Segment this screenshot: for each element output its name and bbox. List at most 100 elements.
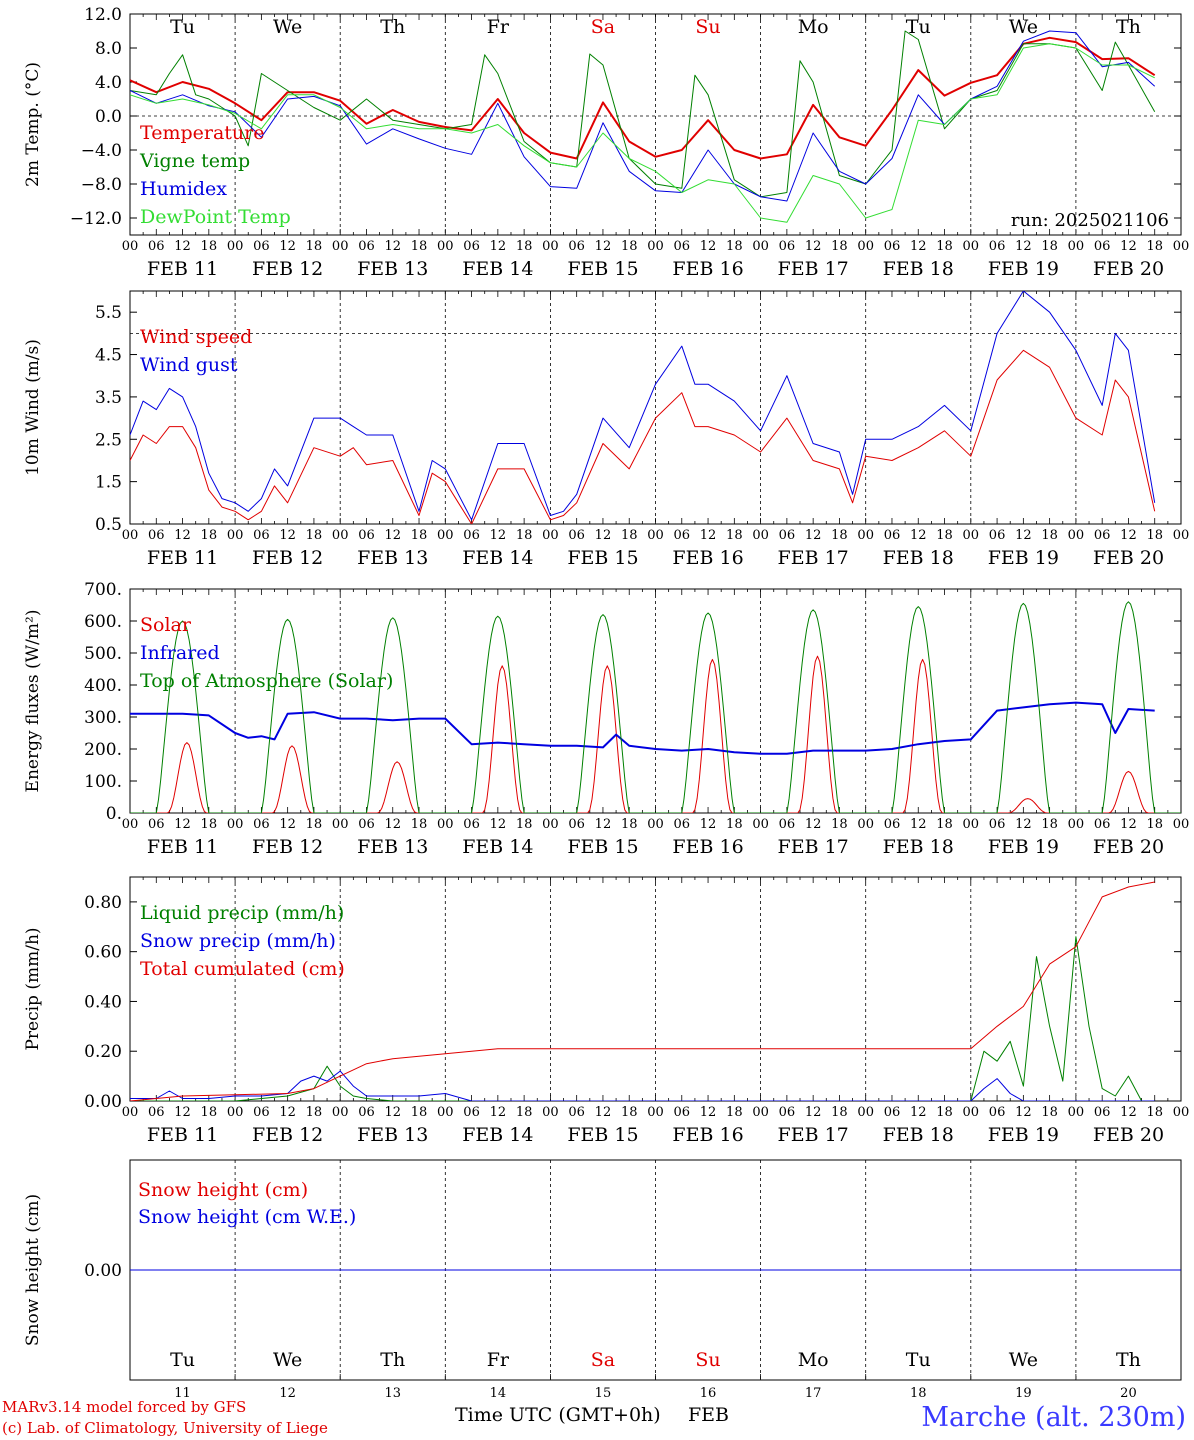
hour-tick-label: 12: [910, 239, 927, 254]
weekday-label: Fr: [487, 1349, 510, 1371]
y-tick-label: 200.: [84, 740, 122, 760]
weekday-label: Su: [695, 16, 720, 38]
legend-entry: Snow precip (mm/h): [140, 930, 336, 952]
hour-tick-label: 06: [674, 528, 691, 543]
legend-entry: Liquid precip (mm/h): [140, 902, 344, 924]
hour-tick-label: 18: [516, 1105, 533, 1120]
series-line-infrared: [130, 701, 1155, 755]
hour-tick-label: 00: [122, 528, 139, 543]
hour-tick-label: 12: [595, 239, 612, 254]
hour-tick-label: 12: [384, 817, 401, 832]
panel-4: 0.00 0.20 0.40 0.60 0.80 Precip (mm/h) Liquid …: [23, 876, 1189, 1146]
y-tick-label: 2.5: [95, 430, 122, 450]
hour-tick-label: 00: [752, 817, 769, 832]
hour-tick-label: 18: [516, 239, 533, 254]
panel-2: 0.5 1.5 2.5 3.5 4.5 5.5 10m Wind (m/s) Wind spe…: [23, 290, 1189, 569]
y-tick-label: 0.0: [95, 107, 122, 127]
hour-tick-label: 18: [726, 1105, 743, 1120]
hour-tick-label: 06: [253, 528, 270, 543]
hour-tick-label: 18: [936, 239, 953, 254]
month-axis-label: FEB: [688, 1404, 730, 1426]
day-number-label: 17: [805, 1386, 822, 1401]
hour-tick-label: 00: [857, 528, 874, 543]
day-number-label: 11: [174, 1386, 191, 1401]
hour-tick-label: 00: [1173, 817, 1190, 832]
hour-tick-label: 06: [148, 1105, 165, 1120]
legend-entry: Infrared: [140, 642, 220, 664]
hour-tick-label: 12: [700, 239, 717, 254]
hour-tick-label: 00: [647, 817, 664, 832]
hour-tick-label: 06: [674, 817, 691, 832]
hour-tick-label: 06: [1094, 239, 1111, 254]
hour-tick-label: 00: [437, 528, 454, 543]
panel-3: 0. 100. 200. 300. 400. 500. 600. 700. Energy flu…: [23, 580, 1189, 858]
day-number-label: 12: [279, 1386, 296, 1401]
hour-tick-label: 00: [647, 528, 664, 543]
series-line-vigne-temp: [130, 30, 1156, 198]
hour-tick-label: 12: [700, 528, 717, 543]
hour-tick-label: 18: [516, 528, 533, 543]
hour-tick-label: 06: [568, 528, 585, 543]
hour-tick-label: 18: [411, 1105, 428, 1120]
y-axis-label: 10m Wind (m/s): [23, 339, 43, 476]
hour-tick-label: 00: [752, 239, 769, 254]
series-line-wind-gust: [130, 291, 1156, 521]
weekday-label: Tu: [906, 16, 931, 38]
date-label: FEB 14: [462, 547, 533, 569]
y-tick-label: −4.0: [81, 141, 122, 161]
legend-entry: Solar: [140, 614, 192, 636]
hour-tick-label: 12: [174, 528, 191, 543]
hour-tick-label: 06: [884, 817, 901, 832]
hour-tick-label: 06: [358, 528, 375, 543]
series-line-snow-precip-mm-h: [130, 1070, 1155, 1101]
day-number-label: 14: [490, 1386, 507, 1401]
hour-tick-label: 06: [674, 239, 691, 254]
date-label: FEB 13: [357, 547, 428, 569]
y-tick-label: 600.: [84, 612, 122, 632]
day-number-label: 19: [1015, 1386, 1032, 1401]
hour-tick-label: 18: [1041, 239, 1058, 254]
hour-tick-label: 12: [910, 528, 927, 543]
weekday-label: Fr: [487, 16, 510, 38]
date-label: FEB 17: [778, 1124, 849, 1146]
hour-tick-label: 12: [384, 528, 401, 543]
date-label: FEB 18: [883, 547, 954, 569]
hour-tick-label: 12: [595, 528, 612, 543]
date-label: FEB 18: [883, 836, 954, 858]
hour-tick-label: 12: [1120, 528, 1137, 543]
credit-line-1: MARv3.14 model forced by GFS: [2, 1398, 247, 1416]
date-label: FEB 15: [567, 547, 638, 569]
weekday-label: Mo: [798, 16, 829, 38]
hour-tick-label: 12: [1120, 817, 1137, 832]
hour-tick-label: 06: [148, 817, 165, 832]
credit-line-2: (c) Lab. of Climatology, University of L…: [2, 1419, 328, 1437]
hour-tick-label: 18: [621, 528, 638, 543]
hour-tick-label: 18: [411, 817, 428, 832]
series-group: [130, 30, 1156, 223]
hour-tick-label: 18: [1146, 1105, 1163, 1120]
y-tick-label: 300.: [84, 708, 122, 728]
date-label: FEB 11: [147, 547, 218, 569]
y-tick-label: 0.00: [84, 1261, 122, 1281]
y-tick-label: 12.0: [84, 5, 122, 25]
y-tick-label: 700.: [84, 580, 122, 600]
hour-tick-label: 06: [463, 528, 480, 543]
hour-tick-label: 18: [831, 1105, 848, 1120]
hour-tick-label: 06: [989, 817, 1006, 832]
time-axis-label: Time UTC (GMT+0h): [455, 1404, 661, 1426]
hour-tick-label: 12: [279, 528, 296, 543]
hour-tick-label: 12: [1015, 817, 1032, 832]
hour-tick-label: 00: [122, 1105, 139, 1120]
weekday-label: Tu: [170, 16, 195, 38]
y-tick-label: 0.40: [84, 992, 122, 1012]
date-label: FEB 11: [147, 836, 218, 858]
date-label: FEB 12: [252, 258, 323, 280]
hour-tick-label: 18: [726, 528, 743, 543]
date-label: FEB 13: [357, 836, 428, 858]
date-label: FEB 11: [147, 258, 218, 280]
panel-1: −12.0 −8.0 −4.0 0.0 4.0 8.0 12.0 2m Temp. (°C) T…: [23, 5, 1189, 280]
hour-tick-label: 18: [1146, 239, 1163, 254]
series-group: [130, 881, 1155, 1101]
series-line-solar: [130, 655, 1181, 813]
y-tick-label: 3.5: [95, 388, 122, 408]
